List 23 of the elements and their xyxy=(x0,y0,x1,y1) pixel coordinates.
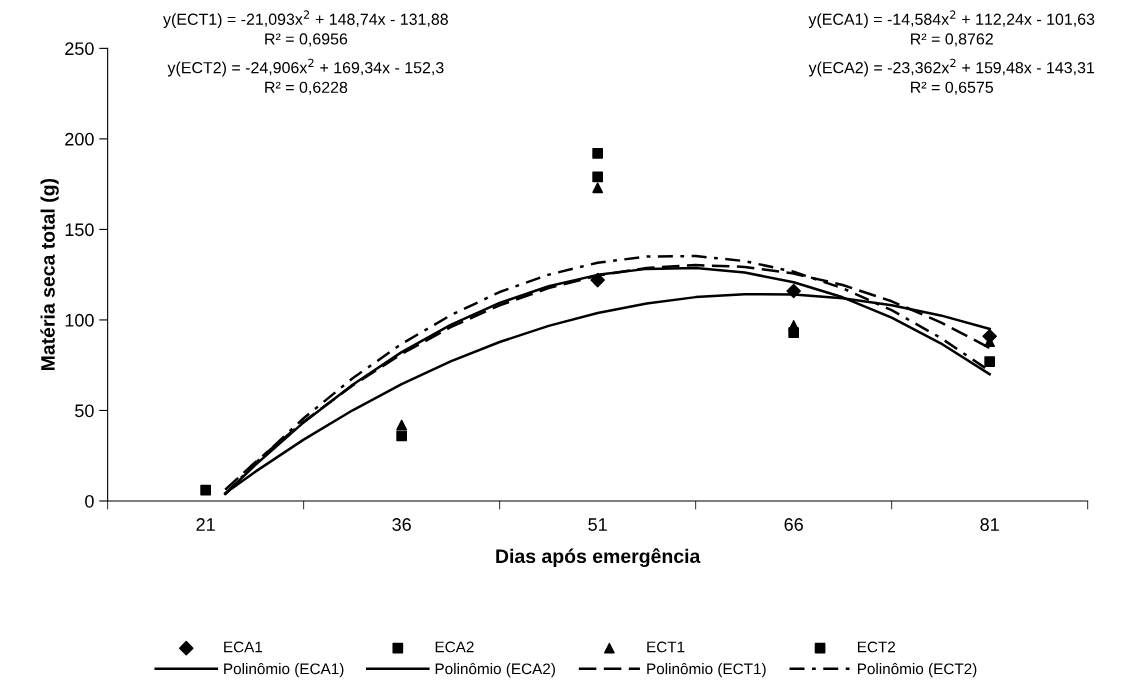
x-tick-label: 81 xyxy=(980,518,999,531)
y-tick-label: 250 xyxy=(65,42,94,56)
legend-label: ECA1 xyxy=(224,641,263,653)
legend-label: ECT2 xyxy=(857,641,896,653)
y-tick-label: 50 xyxy=(75,404,94,418)
y-tick-label: 100 xyxy=(65,313,94,327)
y-tick-label: 200 xyxy=(65,132,94,146)
annotation: y(ECA2) = -23,362x$^{2}$ + 159,48x - 143,31 R² = 0,6575 xyxy=(808,58,1095,95)
x-tick-label: 36 xyxy=(392,518,411,531)
legend-label: Polinômio (ECA2) xyxy=(435,662,555,678)
x-tick-label: 21 xyxy=(196,518,215,531)
legend-label: ECA2 xyxy=(435,641,474,653)
x-tick-label: 66 xyxy=(784,518,803,531)
annotation: y(ECT2) = -24,906x$^{2}$ + 169,34x - 152,3 R² = 0,6228 xyxy=(167,58,444,95)
x-tick-label: 51 xyxy=(588,518,607,531)
legend-label: ECT1 xyxy=(647,641,685,653)
y-tick-label: 150 xyxy=(65,223,94,237)
y-tick-label: 0 xyxy=(85,494,94,508)
y-axis-title: Matéria seca total (g) xyxy=(40,178,59,371)
legend-label: Polinômio (ECT2) xyxy=(857,662,977,678)
legend-label: Polinômio (ECT1) xyxy=(647,662,766,678)
x-axis-title: Dias após emergência xyxy=(496,548,701,567)
legend-label: Polinômio (ECA1) xyxy=(224,662,344,678)
